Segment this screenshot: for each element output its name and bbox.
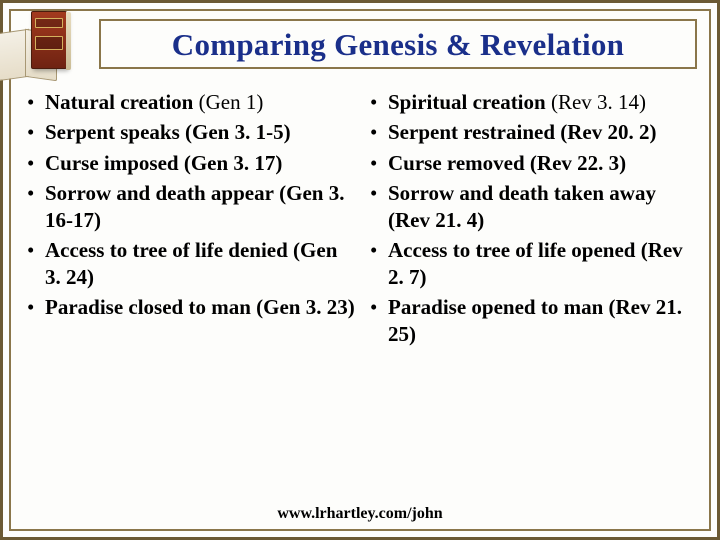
footer-url: www.lrhartley.com/john xyxy=(3,505,717,523)
item-heading: Serpent restrained xyxy=(388,120,555,144)
title-container: Comparing Genesis & Revelation xyxy=(99,19,697,69)
list-item: Curse imposed (Gen 3. 17) xyxy=(21,150,356,176)
slide-title: Comparing Genesis & Revelation xyxy=(111,27,685,63)
right-list: Spiritual creation (Rev 3. 14) Serpent r… xyxy=(364,89,699,347)
bible-book-icon xyxy=(0,13,87,91)
list-item: Serpent restrained (Rev 20. 2) xyxy=(364,119,699,145)
item-heading: Access to tree of life opened xyxy=(388,238,635,262)
item-heading: Access to tree of life denied xyxy=(45,238,288,262)
left-column: Natural creation (Gen 1) Serpent speaks … xyxy=(21,89,356,351)
item-ref: (Gen 3. 17) xyxy=(184,151,283,175)
item-heading: Paradise opened to man xyxy=(388,295,603,319)
item-heading: Spiritual creation xyxy=(388,90,546,114)
item-ref: (Rev 22. 3) xyxy=(530,151,626,175)
item-heading: Serpent speaks xyxy=(45,120,180,144)
item-heading: Sorrow and death appear xyxy=(45,181,274,205)
list-item: Access to tree of life denied (Gen 3. 24… xyxy=(21,237,356,290)
list-item: Access to tree of life opened (Rev 2. 7) xyxy=(364,237,699,290)
item-heading: Curse removed xyxy=(388,151,525,175)
list-item: Serpent speaks (Gen 3. 1-5) xyxy=(21,119,356,145)
list-item: Paradise opened to man (Rev 21. 25) xyxy=(364,294,699,347)
list-item: Natural creation (Gen 1) xyxy=(21,89,356,115)
item-heading: Curse imposed xyxy=(45,151,179,175)
right-column: Spiritual creation (Rev 3. 14) Serpent r… xyxy=(364,89,699,351)
item-ref: (Rev 20. 2) xyxy=(560,120,656,144)
item-ref: (Rev 3. 14) xyxy=(551,90,646,114)
list-item: Sorrow and death taken away (Rev 21. 4) xyxy=(364,180,699,233)
item-ref: (Gen 3. 1-5) xyxy=(185,120,291,144)
item-ref: (Rev 21. 4) xyxy=(388,208,484,232)
item-heading: Paradise closed to man xyxy=(45,295,251,319)
item-ref: (Gen 1) xyxy=(199,90,264,114)
list-item: Curse removed (Rev 22. 3) xyxy=(364,150,699,176)
item-ref: (Gen 3. 23) xyxy=(256,295,355,319)
item-heading: Natural creation xyxy=(45,90,193,114)
left-list: Natural creation (Gen 1) Serpent speaks … xyxy=(21,89,356,321)
list-item: Sorrow and death appear (Gen 3. 16-17) xyxy=(21,180,356,233)
list-item: Spiritual creation (Rev 3. 14) xyxy=(364,89,699,115)
list-item: Paradise closed to man (Gen 3. 23) xyxy=(21,294,356,320)
item-heading: Sorrow and death taken away xyxy=(388,181,656,205)
content-columns: Natural creation (Gen 1) Serpent speaks … xyxy=(3,69,717,351)
